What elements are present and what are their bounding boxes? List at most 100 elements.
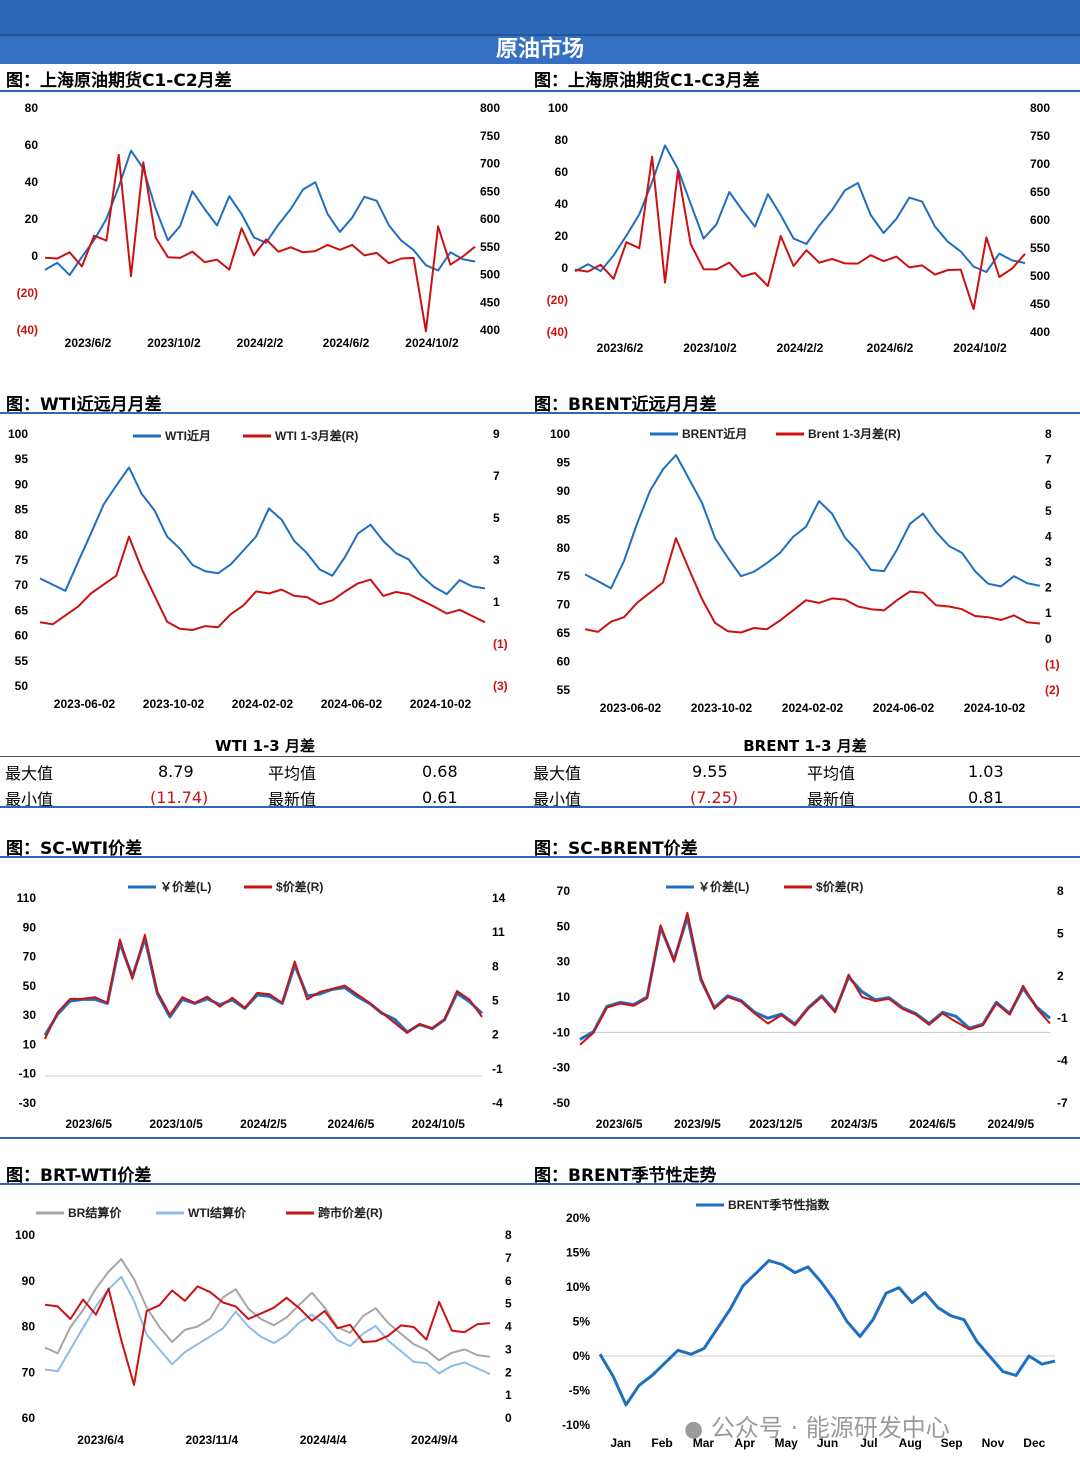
y-tick-left: 70 [557,884,571,898]
x-tick: Jun [817,1436,838,1450]
y-tick-right: 3 [1045,555,1052,569]
y-tick-left: 50 [557,919,571,933]
x-tick: 2024/2/2 [237,336,284,350]
stats-title: BRENT 1-3 月差 [743,737,867,755]
y-tick-left: 55 [15,654,29,668]
chart-title: 图：BRENT季节性走势 [534,1166,717,1186]
y-tick-right: 5 [493,511,500,525]
y-tick-right: 700 [1030,157,1050,171]
x-tick: 2023/11/4 [186,1433,239,1447]
y-tick-left: 20 [25,212,39,226]
y-tick-right: 2 [1057,969,1064,983]
legend-label: BR结算价 [68,1205,122,1220]
y-tick-right: 400 [1030,325,1050,339]
stat-label: 最新值 [807,790,856,809]
y-tick-right: 14 [492,891,506,905]
divider [0,756,1080,757]
y-tick-left: 100 [15,1228,35,1242]
x-tick: Dec [1023,1436,1045,1450]
chart-brent-seasonal: 20% 15% 10% 5% 0% -5% -10% Jan Feb Mar Apr May Jun Ju… [562,1197,1056,1450]
series-line [39,466,486,596]
y-tick-right: (1) [1045,657,1060,671]
y-tick-left: -5% [569,1384,591,1398]
chart-title: 图：WTI近远月月差 [6,395,162,415]
x-tick: 2024/10/2 [953,341,1007,355]
x-tick: 2024/9/4 [411,1433,458,1447]
y-tick-right: 500 [1030,269,1050,283]
y-tick-right: 750 [480,129,500,143]
y-tick-left: 85 [557,512,571,526]
x-tick: 2024-02-02 [782,701,844,715]
y-tick-left: 50 [15,679,29,693]
y-tick-right: 5 [1057,926,1064,940]
x-tick: 2024/10/5 [412,1117,466,1131]
x-tick: 2024/6/5 [909,1117,956,1131]
y-tick-left: (20) [17,286,38,300]
y-tick-right: 2 [505,1365,512,1379]
x-tick: 2023-06-02 [600,701,662,715]
y-tick-right: 6 [1045,478,1052,492]
x-tick: 2023/10/2 [683,341,737,355]
x-tick: Nov [982,1436,1005,1450]
stat-label: 最大值 [5,764,54,783]
x-tick: 2024/10/2 [405,336,459,350]
y-tick-right: 8 [492,959,499,973]
x-tick: 2024/6/5 [328,1117,375,1131]
y-tick-right: 800 [1030,101,1050,115]
legend-label: $价差(R) [816,879,863,894]
y-tick-left: 90 [22,1274,36,1288]
stat-label: 平均值 [807,764,856,783]
chart-sc-brent: 70 50 30 10 -10 -30 -50 8 5 2 -1 -4 -7 2023/6/5 2023/9… [553,879,1068,1131]
y-tick-right: 5 [492,994,499,1008]
y-tick-left: 90 [15,477,29,491]
y-tick-right: 600 [1030,213,1050,227]
y-tick-right: 1 [1045,606,1052,620]
x-tick: 2023-06-02 [54,697,116,711]
y-tick-left: 5% [573,1315,591,1329]
legend-label: BRENT季节性指数 [728,1197,830,1212]
y-tick-right: 400 [480,323,500,337]
y-tick-left: 40 [555,197,569,211]
x-tick: 2024-06-02 [321,697,383,711]
y-tick-left: 60 [555,165,569,179]
x-tick: Sep [941,1436,963,1450]
divider [0,856,1080,858]
y-tick-right: 650 [480,184,500,198]
y-tick-left: 80 [557,541,571,555]
x-tick: 2023/10/2 [147,336,201,350]
x-tick: 2023/6/5 [65,1117,112,1131]
series-line [44,153,476,333]
watermark-text: 公众号 · 能源研发中心 [710,1414,950,1442]
y-tick-left: 60 [557,655,571,669]
series-line [39,535,486,631]
divider [0,1137,1080,1139]
y-tick-right: 0 [1045,632,1052,646]
y-tick-left: 70 [23,950,37,964]
y-tick-right: 550 [480,240,500,254]
y-tick-left: 55 [557,683,571,697]
y-tick-right: -7 [1057,1096,1068,1110]
series-line [598,1259,1056,1407]
y-tick-left: (40) [17,323,38,337]
series-line [44,1275,491,1376]
stat-label: 平均值 [268,764,317,783]
y-tick-left: 10% [566,1280,590,1294]
x-tick: Apr [734,1436,755,1450]
y-tick-left: 80 [22,1320,36,1334]
y-tick-right: 700 [480,157,500,171]
y-tick-left: 70 [15,578,29,592]
y-tick-left: 20% [566,1211,590,1225]
legend-label: 跨市价差(R) [318,1205,383,1220]
y-tick-left: 0 [561,261,568,275]
chart-title: 图：BRENT近远月月差 [534,395,717,415]
section-banner: 原油市场 [0,36,1080,64]
y-tick-left: 50 [23,979,37,993]
stat-value: 1.03 [968,762,1004,781]
y-tick-left: (20) [547,293,568,307]
chart-c1-c2: 80 60 40 20 0 (20) (40) 800 750 700 650 600 550 500 45… [17,101,501,350]
y-tick-right: 750 [1030,129,1050,143]
series-line [574,155,1026,311]
chart-title: 图：SC-BRENT价差 [534,839,698,859]
chart-sc-wti: 110 90 70 50 30 10 -10 -30 14 11 8 5 2 -1 -4 2023/6/5 20… [17,879,506,1131]
y-tick-left: 80 [25,101,39,115]
